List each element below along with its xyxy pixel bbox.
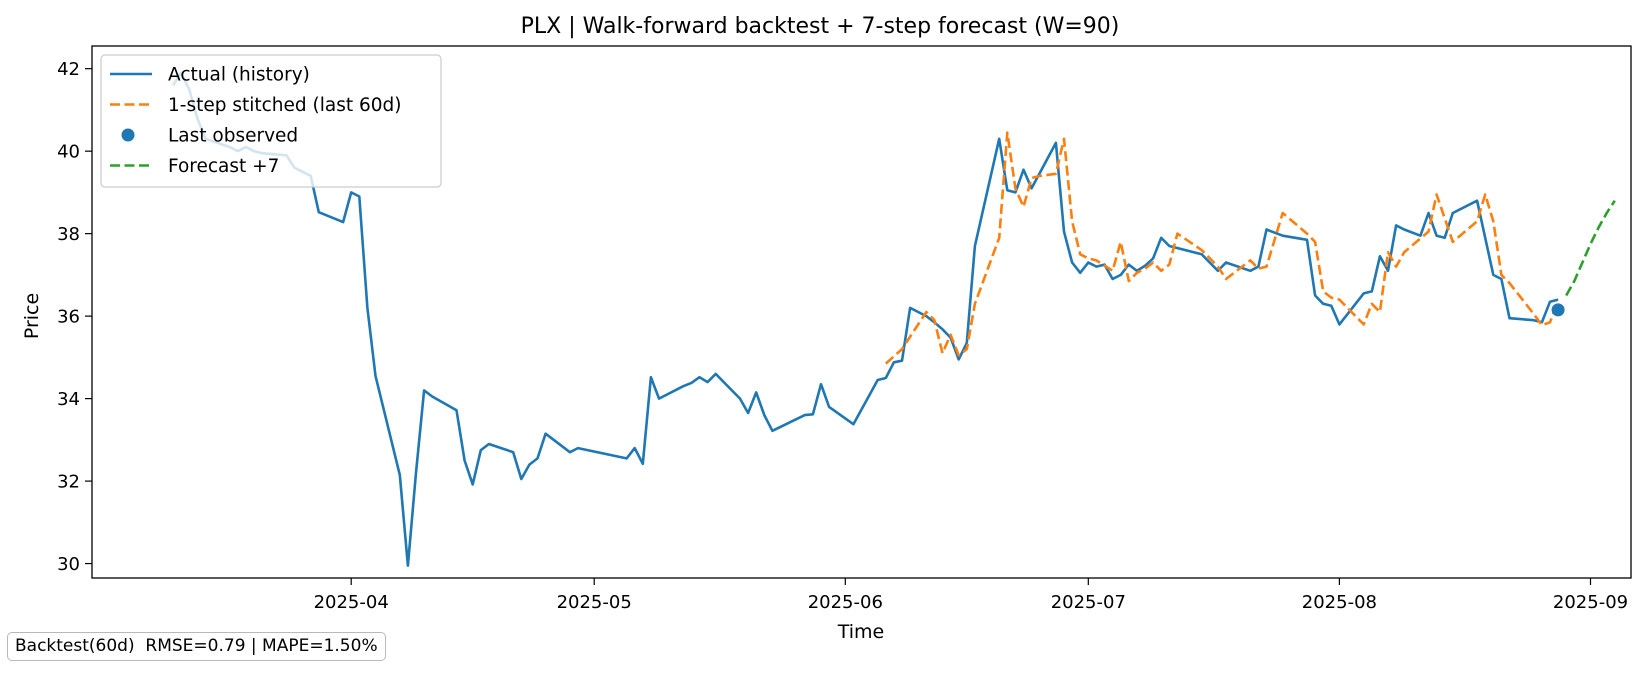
1-step-stitched-last-60d-line	[884, 131, 1560, 365]
y-tick-label: 42	[57, 59, 80, 80]
x-tick-label: 2025-07	[1051, 592, 1126, 613]
x-tick-label: 2025-08	[1302, 592, 1377, 613]
y-tick-label: 30	[57, 554, 80, 575]
last-observed-point	[1551, 303, 1565, 317]
legend-label: Last observed	[168, 126, 298, 147]
y-axis-label: Price	[21, 293, 43, 339]
plot-frame	[91, 45, 1632, 579]
y-tick-label: 36	[57, 307, 80, 328]
legend-label: 1-step stitched (last 60d)	[168, 95, 402, 116]
y-tick-label: 38	[57, 224, 80, 245]
x-tick-label: 2025-04	[314, 592, 389, 613]
y-tick-label: 34	[57, 389, 80, 410]
x-tick-label: 2025-05	[557, 592, 632, 613]
x-axis-label: Time	[837, 621, 885, 643]
actual-history-line	[171, 71, 1559, 567]
legend-marker	[121, 128, 135, 142]
forecast-7-line	[1565, 199, 1616, 297]
y-tick-label: 40	[57, 142, 80, 163]
chart-title: PLX | Walk-forward backtest + 7-step for…	[521, 14, 1120, 39]
legend-label: Actual (history)	[168, 65, 310, 86]
x-tick-label: 2025-09	[1553, 592, 1628, 613]
x-tick-label: 2025-06	[808, 592, 883, 613]
legend-box	[100, 54, 442, 188]
legend: Actual (history) 1-step stitched (last 60…	[100, 54, 442, 188]
backtest-metrics-box: Backtest(60d) RMSE=0.79 | MAPE=1.50%	[7, 632, 386, 661]
legend-label: Forecast +7	[168, 156, 279, 177]
y-tick-label: 32	[57, 472, 80, 493]
